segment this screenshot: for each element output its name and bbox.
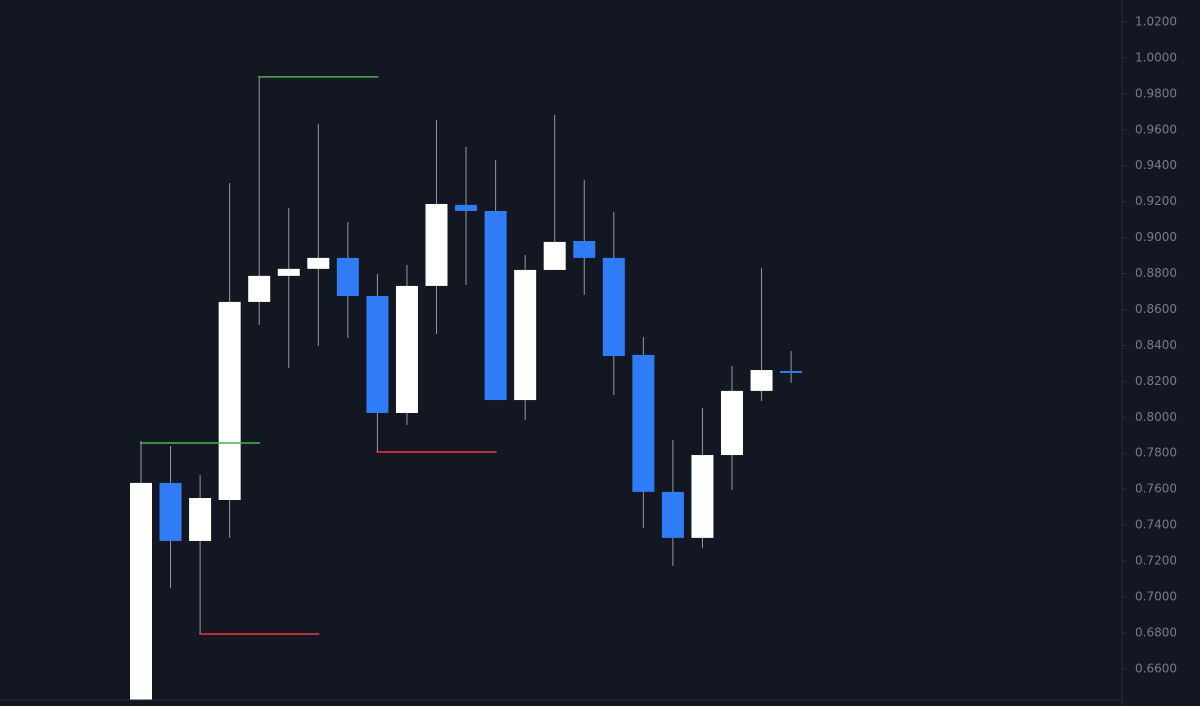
candle-body	[632, 354, 655, 492]
y-tick-label: 0.7000	[1135, 590, 1177, 604]
y-tick-label: 0.8800	[1135, 266, 1177, 280]
y-tick-label: 0.6800	[1135, 625, 1177, 639]
y-tick-label: 0.7400	[1135, 518, 1177, 532]
candle-body	[366, 295, 389, 413]
candle-body	[395, 285, 418, 413]
candle-body	[159, 482, 182, 541]
y-tick-label: 0.9600	[1135, 122, 1177, 136]
y-tick-label: 0.7600	[1135, 482, 1177, 496]
y-tick-label: 0.8600	[1135, 302, 1177, 316]
y-tick-label: 0.9000	[1135, 230, 1177, 244]
candle-body	[721, 390, 743, 456]
candle-body	[602, 257, 625, 357]
y-tick-label: 0.8400	[1135, 338, 1177, 352]
candle-body	[484, 210, 507, 401]
candle-body	[218, 301, 241, 500]
candle-body	[750, 370, 773, 391]
candle-body	[248, 275, 271, 302]
y-tick-label: 0.9400	[1135, 158, 1177, 172]
candle-body	[691, 455, 714, 538]
y-tick-label: 0.8000	[1135, 410, 1177, 424]
y-tick-label: 1.0000	[1135, 50, 1177, 64]
candle-body	[661, 491, 684, 538]
y-tick-label: 0.8200	[1135, 374, 1177, 388]
candle-body	[277, 268, 300, 276]
candle-body	[307, 257, 330, 269]
candle-body	[336, 257, 359, 296]
candle-body	[130, 482, 152, 700]
y-tick-label: 0.9800	[1135, 86, 1177, 100]
y-tick-label: 0.7800	[1135, 446, 1177, 460]
candle-body	[780, 370, 803, 373]
y-tick-label: 1.0200	[1135, 14, 1177, 28]
candle-body	[189, 497, 212, 541]
candle-body	[514, 269, 537, 401]
y-tick-label: 0.7200	[1135, 554, 1177, 568]
candle-body	[455, 204, 478, 211]
candle-body	[573, 241, 596, 258]
y-tick-label: 0.6600	[1135, 661, 1177, 675]
y-tick-label: 0.9200	[1135, 194, 1177, 208]
candle-body	[543, 241, 566, 270]
plot-area	[130, 76, 803, 700]
candle-body	[425, 203, 448, 286]
